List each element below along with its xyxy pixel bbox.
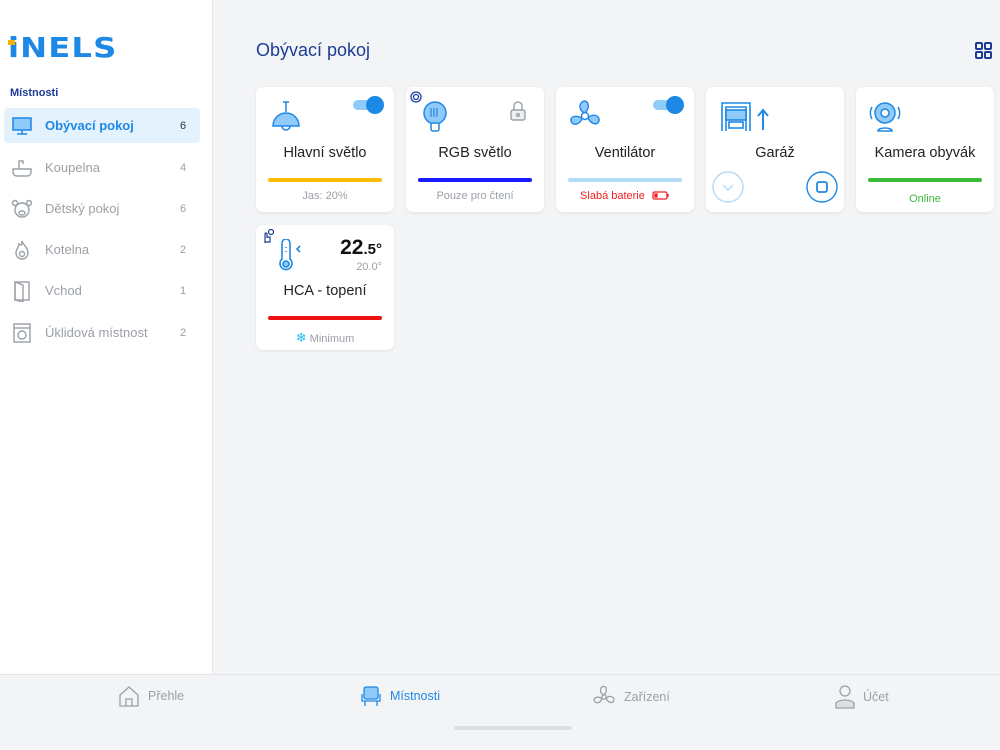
device-card-rgb-svetlo[interactable]: RGB světlo Pouze pro čtení [406,87,544,212]
door-icon [14,280,30,302]
status-bar [868,178,982,182]
thermometer-icon [279,239,301,271]
device-name: Kamera obyvák [874,145,976,161]
mode-status: ❄ Minimum [256,330,394,346]
page-title: Obývací pokoj [256,40,371,60]
bathtub-icon [12,159,32,177]
monitor-icon [12,116,32,135]
manual-hand-icon [264,228,275,243]
device-card-garaz[interactable]: Garáž [706,87,844,212]
mode-label: Minimum [309,333,355,345]
tab-zarizeni[interactable]: Zařízení [592,685,670,709]
timer-icon [410,91,422,103]
speed-bar [568,178,682,182]
device-name: Garáž [755,145,795,161]
sidebar-item-label: Kotelna [45,242,90,257]
logo-accent-dot [8,40,15,45]
sidebar-item-label: Úklidová místnost [45,325,148,340]
device-card-kamera-obyvak[interactable]: Kamera obyvák Online [856,87,994,212]
sidebar-item-label: Dětský pokoj [45,201,120,216]
temp-integer: 22 [340,236,364,259]
camera-icon [869,102,901,132]
device-card-hlavni-svetlo[interactable]: Hlavní světlo Jas: 20% [256,87,394,212]
low-battery-label: Slabá baterie [580,190,645,202]
device-card-ventilator[interactable]: Ventilátor Slabá baterie [556,87,694,212]
power-toggle[interactable] [653,96,684,114]
snowflake-icon: ❄ [295,330,307,345]
sidebar-item-count: 6 [180,202,187,215]
sidebar-item-koupelna[interactable]: Koupelna 4 [4,150,200,185]
garage-icon [721,102,751,131]
fan-icon [593,685,615,704]
bottom-nav: Přehle Místnosti Zařízení Účet [0,674,1000,750]
section-title: Místnosti [10,87,59,99]
device-status: Pouze pro čtení [436,190,514,202]
device-status: Slabá baterie [556,190,694,202]
sidebar-item-count: 4 [180,161,187,174]
sidebar: iNELS Místnosti Obývací pokoj 6 Koupelna… [0,0,213,674]
temp-decimal: .5° [363,241,382,258]
brightness-bar [268,178,382,182]
sidebar-item-count: 2 [180,326,187,339]
sidebar-item-label: Koupelna [45,160,100,175]
home-icon [119,686,139,707]
sidebar-item-kotelna[interactable]: Kotelna 2 [4,232,200,267]
current-temperature: 22.5° [340,236,382,260]
sidebar-item-count: 2 [180,243,187,256]
device-card-hca-topeni[interactable]: 22.5° 20.0° HCA - topení ❄ Minimum [256,225,394,350]
grid-icon[interactable] [975,42,992,59]
sidebar-item-count: 6 [180,119,187,132]
device-name: HCA - topení [283,283,367,299]
arrow-up-icon [757,108,769,130]
home-indicator[interactable] [454,726,572,730]
battery-low-icon [652,191,669,200]
tab-label: Přehle [148,689,185,703]
tab-ucet[interactable]: Účet [835,685,889,709]
tab-label: Zařízení [624,690,670,704]
teddy-bear-icon [11,199,33,218]
color-bar [418,178,532,182]
sidebar-item-label: Vchod [45,283,82,298]
sidebar-item-vchod[interactable]: Vchod 1 [4,273,200,308]
sidebar-item-label: Obývací pokoj [45,118,134,133]
armchair-icon [361,686,381,706]
sidebar-item-detsky-pokoj[interactable]: Dětský pokoj 6 [4,191,200,226]
tab-label: Místnosti [390,689,441,703]
user-icon [835,685,855,709]
device-name: Hlavní světlo [283,145,367,161]
device-name: Ventilátor [594,145,656,161]
close-down-button[interactable] [712,171,744,203]
device-name: RGB světlo [438,145,512,161]
stop-button[interactable] [806,171,838,203]
sidebar-item-uklidova-mistnost[interactable]: Úklidová místnost 2 [4,315,200,350]
tab-mistnosti[interactable]: Místnosti [360,685,440,707]
online-status: Online [909,193,941,205]
led-bulb-icon [423,101,447,132]
flame-icon [15,240,29,260]
tab-label: Účet [863,690,889,704]
heating-bar [268,316,382,320]
inels-logo: iNELS [8,31,118,64]
setpoint-temperature: 20.0° [356,261,382,273]
ceiling-lamp-icon [272,101,300,131]
device-status: Jas: 20% [302,190,348,202]
tab-prehled[interactable]: Přehle [118,685,184,707]
sidebar-item-obyvaci-pokoj[interactable]: Obývací pokoj 6 [4,108,200,143]
power-toggle[interactable] [353,96,384,114]
lock-icon [510,101,526,121]
sidebar-item-count: 1 [180,284,187,297]
washing-machine-icon [13,322,31,343]
fan-icon [570,100,600,125]
